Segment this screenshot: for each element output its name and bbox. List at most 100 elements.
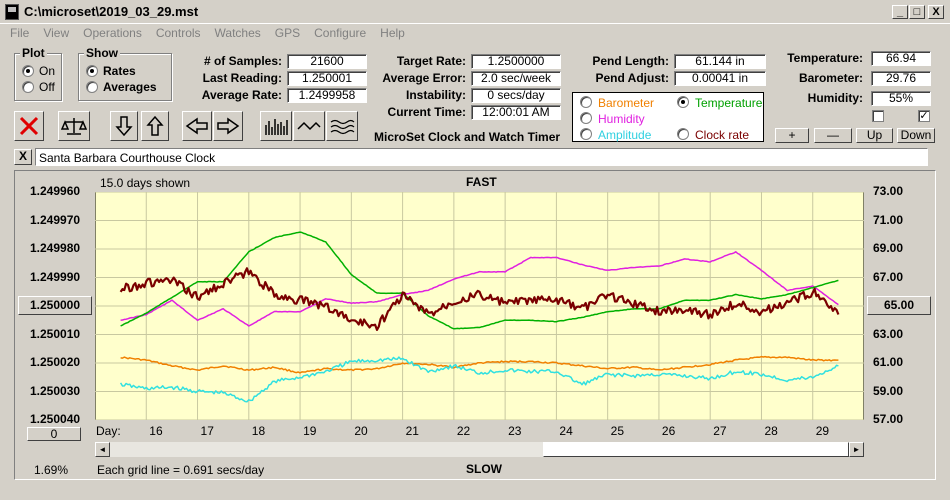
chart-area bbox=[95, 192, 864, 420]
target-rate-label: Target Rate: bbox=[396, 54, 466, 68]
plot-group-title: Plot bbox=[20, 46, 47, 60]
left-axis-tick-label: 1.249980 bbox=[30, 241, 81, 255]
plus-button[interactable]: + bbox=[775, 128, 809, 143]
right-axis-tick-label: 69.00 bbox=[873, 241, 904, 255]
menu-configure[interactable]: Configure bbox=[314, 26, 367, 40]
center-rate-button[interactable]: 1.250000 bbox=[18, 296, 92, 315]
show-group bbox=[78, 53, 172, 101]
menu-view[interactable]: View bbox=[43, 26, 70, 40]
barometer-field[interactable]: 29.76 bbox=[871, 71, 931, 86]
scroll-left-button[interactable]: ◄ bbox=[95, 442, 110, 457]
humidity-radio[interactable] bbox=[580, 112, 592, 124]
arrow-right-button[interactable] bbox=[213, 111, 243, 141]
humidity-label: Humidity: bbox=[807, 91, 863, 105]
down-button[interactable]: Down bbox=[897, 128, 935, 143]
show-rates-radio[interactable] bbox=[86, 65, 98, 77]
average-error-field[interactable]: 2.0 sec/week bbox=[471, 71, 561, 86]
left-axis-tick-label: 1.249990 bbox=[30, 269, 81, 284]
bars-view-button[interactable] bbox=[260, 111, 292, 141]
last-reading-label: Last Reading: bbox=[202, 71, 282, 85]
left-axis-tick-label: 1.249970 bbox=[30, 212, 81, 227]
barometer-label: Barometer: bbox=[798, 71, 863, 85]
scroll-right-button[interactable]: ► bbox=[849, 442, 864, 457]
humidity-field[interactable]: 55% bbox=[871, 91, 931, 106]
day-axis-label: Day: bbox=[96, 424, 121, 438]
amplitude-radio[interactable] bbox=[580, 128, 592, 140]
plot-off-label: Off bbox=[39, 80, 55, 94]
environment-checkbox-1[interactable] bbox=[872, 110, 884, 122]
menu-gps[interactable]: GPS bbox=[274, 26, 301, 40]
plot-off-radio[interactable] bbox=[22, 81, 34, 93]
title-bar: C:\microset\2019_03_29.mst _ □ X bbox=[0, 0, 950, 24]
menu-help[interactable]: Help bbox=[380, 26, 405, 40]
right-axis-tick-label: 73.00 bbox=[873, 184, 904, 198]
fast-label: FAST bbox=[466, 175, 497, 189]
plot-panel bbox=[14, 170, 936, 480]
slow-label: SLOW bbox=[466, 462, 502, 476]
right-axis-tick-label: 61.00 bbox=[873, 355, 904, 369]
sensor-select-box bbox=[572, 92, 764, 142]
right-axis-tick-label: 63.00 bbox=[873, 326, 904, 341]
right-axis-tick-label: 57.00 bbox=[873, 412, 904, 426]
wave-view-button[interactable] bbox=[326, 111, 358, 141]
clear-button[interactable] bbox=[14, 111, 44, 141]
x-axis-tick-label: 28 bbox=[764, 424, 778, 438]
x-axis-tick-label: 17 bbox=[200, 424, 214, 438]
minus-button[interactable]: — bbox=[814, 128, 852, 143]
temperature-radio[interactable] bbox=[677, 96, 689, 108]
average-rate-field[interactable]: 1.2499958 bbox=[287, 88, 367, 103]
barometer-radio[interactable] bbox=[580, 96, 592, 108]
target-rate-field[interactable]: 1.2500000 bbox=[471, 54, 561, 69]
last-reading-field[interactable]: 1.250001 bbox=[287, 71, 367, 86]
maximize-button[interactable]: □ bbox=[909, 5, 925, 19]
line-view-button[interactable] bbox=[293, 111, 325, 141]
plot-on-radio[interactable] bbox=[22, 65, 34, 77]
menu-file[interactable]: File bbox=[10, 26, 30, 40]
minimize-button[interactable]: _ bbox=[892, 5, 908, 19]
show-averages-label: Averages bbox=[103, 80, 157, 94]
clock-name-input[interactable]: Santa Barbara Courthouse Clock bbox=[35, 148, 928, 166]
up-button[interactable]: Up bbox=[856, 128, 893, 143]
arrow-left-icon bbox=[185, 117, 208, 135]
balance-button[interactable] bbox=[58, 111, 90, 141]
instability-field[interactable]: 0 secs/day bbox=[471, 88, 561, 103]
menu-bar: File View Operations Controls Watches GP… bbox=[10, 26, 405, 40]
temperature-label: Temperature: bbox=[787, 51, 863, 65]
x-axis-tick-label: 23 bbox=[508, 424, 522, 438]
zero-button[interactable]: 0 bbox=[27, 427, 81, 441]
pend-adjust-field[interactable]: 0.00041 in bbox=[674, 71, 766, 86]
right-axis-tick-label: 67.00 bbox=[873, 269, 904, 284]
menu-controls[interactable]: Controls bbox=[155, 26, 201, 40]
samples-label: # of Samples: bbox=[203, 54, 282, 68]
x-axis-tick-label: 22 bbox=[456, 424, 471, 438]
arrow-up-button[interactable] bbox=[141, 111, 169, 141]
center-sensor-button[interactable]: 65.00 bbox=[867, 296, 931, 315]
show-group-title: Show bbox=[84, 46, 120, 60]
scroll-thumb[interactable] bbox=[543, 442, 849, 457]
red-x-icon bbox=[19, 116, 39, 136]
line-graph-icon bbox=[297, 121, 321, 131]
series-line-clock-rate bbox=[119, 267, 840, 331]
chart-series bbox=[119, 231, 840, 403]
days-shown-label: 15.0 days shown bbox=[100, 176, 191, 190]
show-averages-radio[interactable] bbox=[86, 81, 98, 93]
current-time-field[interactable]: 12:00:01 AM bbox=[471, 105, 561, 120]
environment-checkbox-2[interactable]: ✓ bbox=[918, 110, 930, 122]
arrow-left-button[interactable] bbox=[182, 111, 212, 141]
clock-rate-radio[interactable] bbox=[677, 128, 689, 140]
x-axis-tick-label: 29 bbox=[815, 424, 830, 438]
series-line-humidity bbox=[120, 251, 839, 327]
arrow-down-button[interactable] bbox=[110, 111, 138, 141]
show-rates-label: Rates bbox=[103, 64, 136, 78]
clear-name-button[interactable]: X bbox=[14, 149, 32, 165]
product-name: MicroSet Clock and Watch Timer bbox=[374, 130, 561, 144]
bar-graph-icon bbox=[265, 119, 288, 135]
menu-watches[interactable]: Watches bbox=[214, 26, 261, 40]
close-window-button[interactable]: X bbox=[928, 5, 944, 19]
menu-operations[interactable]: Operations bbox=[83, 26, 142, 40]
left-axis-tick-label: 1.250020 bbox=[30, 355, 81, 369]
x-axis-tick-label: 26 bbox=[661, 424, 676, 438]
samples-field[interactable]: 21600 bbox=[287, 54, 367, 69]
pend-length-field[interactable]: 61.144 in bbox=[674, 54, 766, 69]
temperature-field[interactable]: 66.94 bbox=[871, 51, 931, 66]
